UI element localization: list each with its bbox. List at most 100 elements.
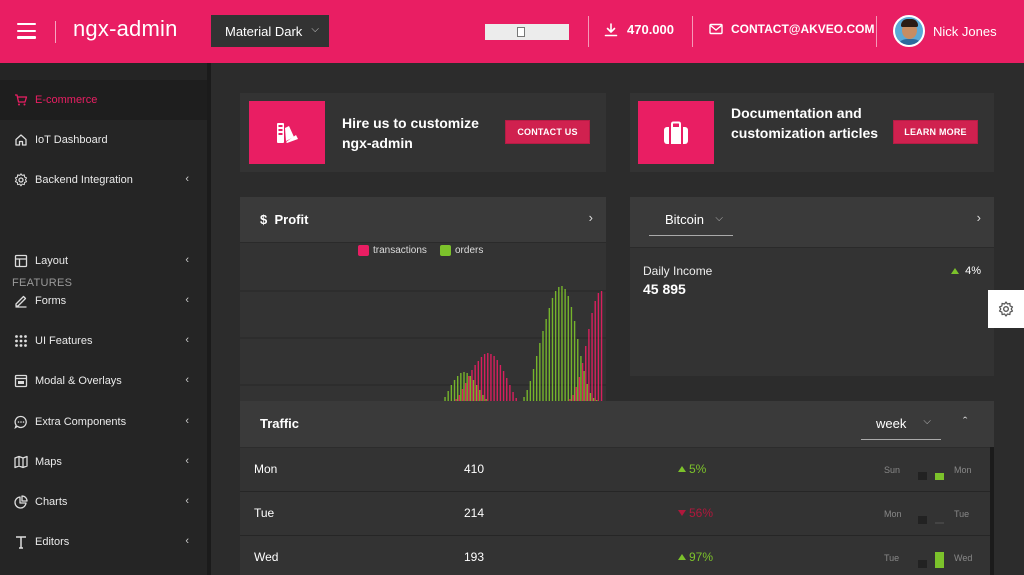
bar-transactions xyxy=(512,392,514,401)
sidebar-group-label: FEATURES xyxy=(12,277,73,289)
arrow-down-icon xyxy=(678,510,686,516)
mini-cur-label: Wed xyxy=(954,553,973,563)
menu-toggle-icon[interactable] xyxy=(17,23,36,39)
bar-transactions xyxy=(468,376,470,401)
traffic-value: 410 xyxy=(464,462,485,476)
bar-transactions xyxy=(597,293,600,401)
bar-orders xyxy=(485,399,487,401)
learn-more-button[interactable]: LEARN MORE xyxy=(893,120,978,144)
profit-title-text: Profit xyxy=(274,212,309,227)
header-divider xyxy=(876,16,877,47)
sidebar-item-backend-integration[interactable]: Backend Integration ‹ xyxy=(0,160,207,200)
sidebar-item-maps[interactable]: Maps ‹ xyxy=(0,442,207,482)
sidebar-item-editors[interactable]: Editors ‹ xyxy=(0,522,207,562)
user-menu[interactable]: Nick Jones xyxy=(893,15,997,47)
bar-orders xyxy=(583,371,585,401)
table-row[interactable]: Mon 410 5% Sun Mon xyxy=(240,448,990,492)
chevron-left-icon: ‹ xyxy=(185,254,189,266)
github-stars-image[interactable] xyxy=(485,24,569,40)
user-name: Nick Jones xyxy=(933,23,997,39)
period-select-value: week xyxy=(876,416,907,431)
bar-transactions xyxy=(499,365,502,401)
mini-prev-label: Sun xyxy=(884,465,901,475)
bar-transactions xyxy=(581,363,584,401)
bar-orders xyxy=(542,331,544,401)
avatar[interactable] xyxy=(893,15,925,47)
contact-us-button[interactable]: CONTACT US xyxy=(505,120,590,144)
currency-select[interactable]: Bitcoin ⌵ xyxy=(649,210,733,236)
sidebar-item-forms[interactable]: Forms ‹ xyxy=(0,281,207,321)
bar-transactions xyxy=(493,356,495,401)
sidebar-item-modal-overlays[interactable]: Modal & Overlays ‹ xyxy=(0,361,207,401)
traffic-scrollbar[interactable] xyxy=(990,447,994,575)
bar-transactions xyxy=(575,387,577,401)
traffic-delta: 56% xyxy=(678,506,713,520)
pie-chart-icon xyxy=(13,494,29,510)
bar-transactions xyxy=(569,399,571,401)
chevron-left-icon: ‹ xyxy=(185,374,189,386)
table-row[interactable]: Wed 193 97% Tue Wed xyxy=(240,536,990,575)
bar-transactions xyxy=(496,360,498,401)
sidebar-item-label: Layout xyxy=(35,255,69,267)
bar-orders xyxy=(558,287,560,401)
chat-icon xyxy=(13,414,29,430)
shopping-cart-icon xyxy=(13,92,29,108)
bar-transactions xyxy=(483,354,486,401)
profit-title: $ Profit xyxy=(260,212,308,227)
legend-label: transactions xyxy=(373,245,427,256)
currency-select-value: Bitcoin xyxy=(665,212,705,227)
bar-orders xyxy=(450,385,453,401)
contact-link[interactable]: CONTACT@AKVEO.COM xyxy=(709,22,874,36)
chevron-left-icon: ‹ xyxy=(185,334,189,346)
sidebar-item-label: Maps xyxy=(35,456,62,468)
bar-orders xyxy=(535,356,538,401)
sidebar-item-ui-features[interactable]: UI Features ‹ xyxy=(0,321,207,361)
legend-swatch xyxy=(440,245,451,256)
bar-transactions xyxy=(591,313,593,401)
app-logo[interactable]: ngx-admin xyxy=(73,16,178,41)
theme-select[interactable]: Material Dark ⌵ xyxy=(211,15,329,47)
table-row[interactable]: Tue 214 56% Mon Tue xyxy=(240,492,990,536)
daily-income-delta: 4% xyxy=(951,265,981,277)
period-select[interactable]: week ⌵ xyxy=(861,412,941,440)
bar-orders xyxy=(532,369,535,401)
mini-comparison-chart: Tue Wed xyxy=(884,550,984,570)
promo-card-hire: Hire us to customize ngx-admin CONTACT U… xyxy=(240,93,606,172)
sidebar-item-charts[interactable]: Charts ‹ xyxy=(0,482,207,522)
sidebar-item-ecommerce[interactable]: E-commerce xyxy=(0,80,207,120)
legend-orders[interactable]: orders xyxy=(440,245,483,256)
header-divider xyxy=(588,16,589,47)
header-divider xyxy=(692,16,693,47)
bar-orders xyxy=(586,384,588,401)
bar-orders xyxy=(554,291,557,401)
downloads-link[interactable]: 470.000 xyxy=(604,22,674,37)
profit-chart xyxy=(240,286,606,401)
chevron-right-icon[interactable]: › xyxy=(588,210,593,225)
chevron-up-icon[interactable]: ˆ xyxy=(963,414,968,429)
mini-prev-label: Mon xyxy=(884,509,902,519)
bar-orders xyxy=(444,397,446,401)
bar-orders xyxy=(596,400,598,401)
chevron-left-icon: ‹ xyxy=(185,455,189,467)
bar-orders xyxy=(475,385,478,401)
sidebar-item-label: Forms xyxy=(35,295,67,307)
bar-transactions xyxy=(487,353,489,401)
bitcoin-card-header: Bitcoin ⌵ › xyxy=(630,197,994,248)
bar-orders xyxy=(526,390,528,401)
legend-swatch xyxy=(358,245,369,256)
legend-label: orders xyxy=(455,245,484,256)
traffic-card-header: Traffic week ⌵ ˆ xyxy=(240,401,994,447)
sidebar-item-layout[interactable]: Layout ‹ xyxy=(0,241,207,281)
bar-transactions xyxy=(474,365,476,401)
sidebar-item-iot-dashboard[interactable]: IoT Dashboard xyxy=(0,120,207,160)
sidebar-item-extra-components[interactable]: Extra Components ‹ xyxy=(0,402,207,442)
chevron-right-icon[interactable]: › xyxy=(976,210,981,225)
bar-orders xyxy=(456,376,459,401)
sidebar-scrollbar[interactable] xyxy=(207,63,211,575)
grid-icon xyxy=(13,333,29,349)
bar-orders xyxy=(548,308,551,401)
email-icon xyxy=(709,23,723,35)
settings-button[interactable] xyxy=(988,290,1024,328)
edit-icon xyxy=(13,293,29,309)
legend-transactions[interactable]: transactions xyxy=(358,245,427,256)
